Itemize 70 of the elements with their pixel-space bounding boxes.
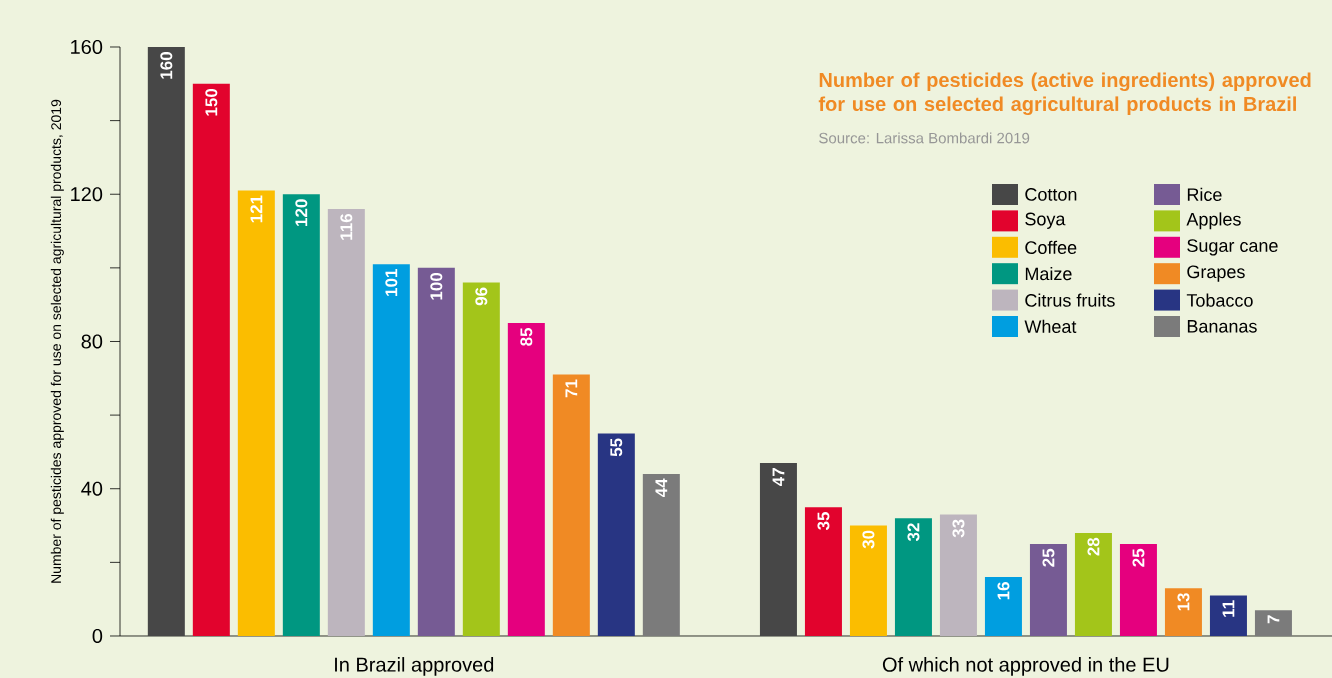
data-label: 33	[952, 519, 965, 538]
legend-label: Wheat	[1024, 319, 1077, 334]
bar	[282, 194, 320, 636]
data-label: 11	[1222, 600, 1235, 617]
data-label: 44	[655, 478, 668, 498]
data-label: 85	[520, 327, 533, 346]
bar	[552, 374, 590, 636]
data-label: 100	[430, 272, 443, 300]
bar	[1029, 543, 1067, 636]
data-label: 101	[385, 269, 398, 296]
data-label: 7	[1267, 615, 1280, 624]
data-label: 32	[907, 523, 920, 542]
bar	[759, 462, 797, 636]
legend-label: Maize	[1025, 266, 1072, 281]
data-label: 25	[1042, 548, 1055, 567]
y-tick-label: 80	[81, 334, 103, 349]
legend-label: Tobacco	[1186, 293, 1253, 307]
bar	[804, 507, 842, 636]
legend-label: Grapes	[1187, 265, 1245, 282]
legend-label: Apples	[1186, 212, 1241, 230]
text: Number of pesticides (active ingredients) approved for use on selected agricultural products in Brazil	[818, 72, 1311, 116]
data-label: 71	[565, 379, 578, 398]
legend-label: Rice	[1187, 187, 1222, 202]
legend-label: Citrus fruits	[1025, 293, 1115, 307]
bar	[849, 525, 887, 636]
y-tick-label: 0	[92, 628, 103, 644]
bar	[1074, 532, 1112, 636]
data-label: 25	[1132, 548, 1145, 567]
data-label: 55	[610, 438, 623, 457]
bar	[462, 282, 500, 636]
bar	[984, 577, 1022, 636]
data-label: 96	[475, 287, 488, 306]
y-tick-label: 120	[71, 187, 103, 202]
bar	[1209, 595, 1247, 636]
y-tick-label: 160	[71, 39, 103, 55]
bar	[417, 267, 455, 636]
data-label: 35	[817, 512, 830, 531]
y-tick-label: 40	[81, 481, 103, 496]
legend-label: Soya	[1025, 212, 1066, 229]
bar	[147, 46, 185, 636]
x-tick-label: In Brazil approved	[335, 657, 494, 676]
bar	[372, 264, 410, 636]
legend-label: Sugar cane	[1187, 239, 1278, 256]
bar	[327, 208, 365, 636]
y-axis-title: Number of pesticides approved for use on selected agricultural products, 2019	[50, 99, 64, 583]
legend-label: Bananas	[1187, 320, 1257, 333]
bar	[939, 514, 977, 636]
bar	[507, 323, 545, 636]
legend-label: Cotton	[1025, 188, 1077, 201]
x-tick-label: Of which not approved in the EU	[882, 657, 1169, 676]
data-label: 28	[1087, 537, 1100, 556]
data-label: 120	[295, 199, 308, 226]
data-label: 150	[205, 88, 218, 116]
data-label: 13	[1177, 593, 1190, 611]
bar	[192, 83, 230, 636]
bar	[1164, 588, 1202, 636]
bar	[597, 433, 635, 636]
data-label: 121	[250, 195, 263, 223]
data-label: 47	[772, 468, 785, 487]
data-label: 30	[862, 530, 875, 549]
data-label: 116	[340, 213, 353, 240]
bar	[894, 518, 932, 636]
bar	[1254, 610, 1292, 636]
annotation: Source: Larissa Bombardi 2019	[819, 132, 1030, 144]
data-label: 160	[160, 52, 173, 79]
bar	[642, 474, 680, 636]
bar	[1119, 543, 1157, 636]
bar	[237, 190, 275, 636]
data-label: 16	[997, 582, 1010, 600]
legend-label: Coffee	[1025, 240, 1077, 254]
